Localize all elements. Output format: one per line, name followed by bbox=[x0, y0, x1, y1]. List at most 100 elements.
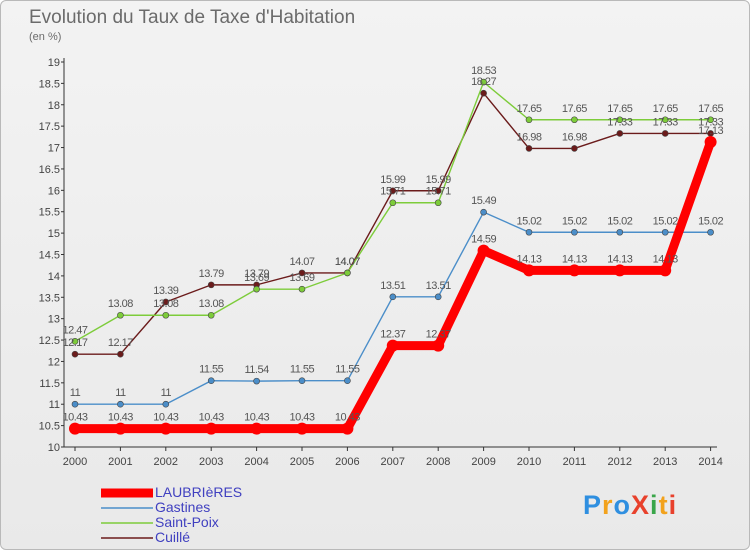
y-tick-label: 13 bbox=[48, 314, 60, 326]
data-point-saint-poix bbox=[480, 78, 487, 86]
data-point-gastines bbox=[571, 228, 578, 236]
legend-swatch-saint-poix bbox=[101, 521, 153, 524]
y-tick-label: 11 bbox=[49, 399, 60, 411]
data-point-gastines bbox=[162, 400, 170, 408]
data-label-saint-poix: 17.65 bbox=[562, 103, 587, 115]
data-point-gastines bbox=[525, 228, 533, 236]
data-point-laubri-res bbox=[432, 339, 445, 352]
data-label-cuill-: 15.99 bbox=[426, 174, 451, 186]
data-label-gastines: 15.02 bbox=[562, 215, 587, 227]
legend: LAUBRIèRES Gastines Saint-Poix Cuillé bbox=[101, 485, 242, 545]
data-label-gastines: 15.02 bbox=[516, 215, 541, 227]
data-label-gastines: 11 bbox=[115, 387, 126, 399]
data-point-cuill- bbox=[434, 187, 442, 195]
x-tick-label: 2005 bbox=[290, 456, 314, 468]
x-tick-label: 2004 bbox=[244, 456, 268, 468]
y-tick-label: 12.5 bbox=[39, 335, 60, 347]
data-point-laubri-res bbox=[659, 264, 672, 277]
data-label-gastines: 15.02 bbox=[653, 215, 678, 227]
y-tick-label: 14 bbox=[48, 271, 60, 283]
data-label-gastines: 11.55 bbox=[199, 364, 224, 376]
data-label-laubri-res: 10.43 bbox=[108, 412, 133, 424]
data-point-gastines bbox=[253, 377, 260, 385]
data-label-laubri-res: 14.13 bbox=[562, 253, 587, 265]
data-point-saint-poix bbox=[71, 338, 79, 345]
legend-label-laubrieres: LAUBRIèRES bbox=[155, 484, 243, 500]
y-tick-label: 15.5 bbox=[39, 207, 60, 219]
y-tick-label: 18 bbox=[48, 100, 60, 112]
y-tick-label: 14.5 bbox=[39, 250, 60, 262]
data-point-laubri-res bbox=[477, 244, 490, 257]
data-point-laubri-res bbox=[296, 422, 308, 435]
data-point-cuill- bbox=[298, 269, 306, 277]
data-point-laubri-res bbox=[69, 422, 81, 435]
data-label-saint-poix: 12.47 bbox=[62, 324, 87, 336]
x-tick-label: 2008 bbox=[426, 456, 450, 468]
data-label-laubri-res: 10.43 bbox=[199, 412, 224, 424]
data-label-saint-poix: 13.69 bbox=[244, 272, 269, 284]
x-tick-label: 2011 bbox=[563, 456, 587, 468]
data-label-cuill-: 13.79 bbox=[199, 268, 224, 280]
x-tick-label: 2003 bbox=[199, 456, 223, 468]
legend-item-laubrieres: LAUBRIèRES bbox=[101, 485, 242, 500]
data-point-cuill- bbox=[525, 145, 533, 152]
data-point-saint-poix bbox=[525, 116, 533, 124]
data-label-cuill-: 17.33 bbox=[698, 116, 723, 128]
data-point-saint-poix bbox=[661, 116, 669, 124]
data-label-gastines: 15.49 bbox=[471, 195, 496, 207]
data-label-saint-poix: 13.08 bbox=[153, 298, 178, 310]
data-point-gastines bbox=[298, 377, 306, 384]
data-label-gastines: 13.51 bbox=[426, 280, 451, 292]
data-point-laubri-res bbox=[159, 422, 172, 435]
data-label-gastines: 13.51 bbox=[380, 280, 405, 292]
x-tick-label: 2006 bbox=[335, 456, 359, 468]
data-point-laubri-res bbox=[341, 422, 354, 435]
data-point-laubri-res bbox=[250, 422, 263, 435]
data-label-saint-poix: 17.65 bbox=[607, 103, 632, 115]
data-label-laubri-res: 17.13 bbox=[698, 125, 723, 137]
x-tick-label: 2014 bbox=[698, 456, 722, 468]
data-label-cuill-: 14.07 bbox=[335, 256, 360, 268]
data-label-gastines: 11.54 bbox=[244, 364, 269, 376]
y-tick-label: 10 bbox=[48, 442, 60, 454]
y-tick-label: 13.5 bbox=[39, 292, 60, 304]
data-point-saint-poix bbox=[344, 269, 351, 277]
legend-item-cuille: Cuillé bbox=[101, 530, 242, 545]
data-point-cuill- bbox=[117, 350, 124, 358]
data-label-saint-poix: 14.07 bbox=[335, 256, 360, 268]
data-label-cuill-: 16.98 bbox=[562, 131, 587, 143]
data-point-cuill- bbox=[207, 281, 215, 289]
data-point-laubri-res bbox=[568, 264, 581, 277]
data-point-gastines bbox=[616, 228, 624, 236]
data-label-laubri-res: 10.43 bbox=[244, 412, 269, 424]
y-tick-label: 12 bbox=[48, 356, 60, 368]
data-point-gastines bbox=[117, 400, 124, 408]
data-point-saint-poix bbox=[389, 199, 397, 207]
data-label-laubri-res: 10.43 bbox=[153, 412, 178, 424]
data-point-saint-poix bbox=[253, 285, 260, 293]
legend-label-gastines: Gastines bbox=[155, 499, 211, 515]
legend-item-saint-poix: Saint-Poix bbox=[101, 515, 242, 530]
data-point-saint-poix bbox=[571, 116, 578, 124]
data-label-cuill-: 17.33 bbox=[607, 116, 632, 128]
data-point-saint-poix bbox=[207, 311, 215, 319]
y-tick-label: 17.5 bbox=[39, 121, 60, 133]
data-label-laubri-res: 14.59 bbox=[471, 234, 496, 246]
data-label-laubri-res: 10.43 bbox=[335, 412, 360, 424]
x-tick-label: 2000 bbox=[63, 456, 87, 468]
data-label-saint-poix: 17.65 bbox=[653, 103, 678, 115]
data-label-laubri-res: 14.13 bbox=[516, 253, 541, 265]
x-tick-label: 2012 bbox=[608, 456, 632, 468]
data-label-saint-poix: 15.71 bbox=[426, 186, 451, 198]
legend-swatch-laubrieres bbox=[101, 488, 153, 497]
data-label-laubri-res: 12.37 bbox=[426, 329, 451, 341]
proxiti-logo: ProXiti bbox=[583, 490, 678, 520]
data-label-laubri-res: 10.43 bbox=[62, 412, 87, 424]
chart-subtitle: (en %) bbox=[29, 31, 62, 43]
legend-item-gastines: Gastines bbox=[101, 500, 242, 515]
data-point-saint-poix bbox=[298, 285, 306, 293]
data-label-cuill-: 13.79 bbox=[244, 268, 269, 280]
data-point-cuill- bbox=[571, 145, 578, 152]
legend-swatch-gastines bbox=[101, 506, 153, 509]
